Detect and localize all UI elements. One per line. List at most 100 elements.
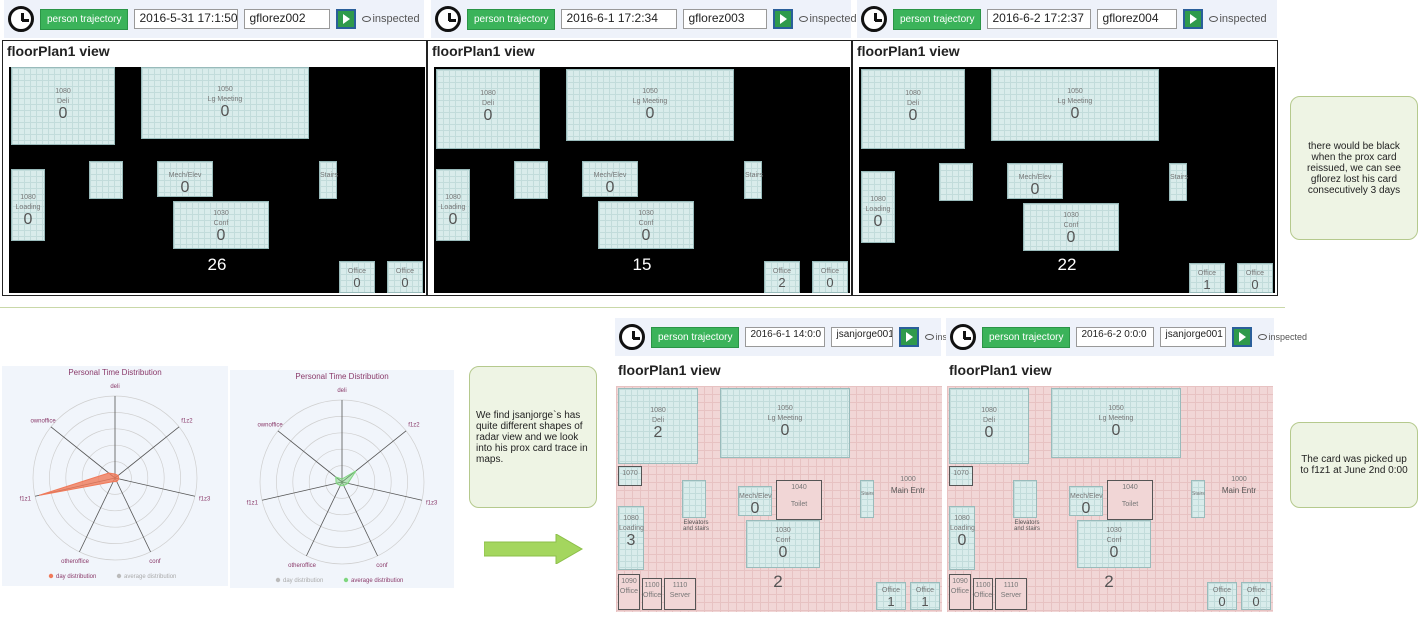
radar-axis xyxy=(277,430,343,483)
legend-label-day[interactable]: day distribution xyxy=(283,578,323,584)
inspected-label: inspected xyxy=(1268,332,1308,342)
room-elevators xyxy=(1013,480,1037,518)
user-field[interactable]: gflorez003 xyxy=(683,9,768,29)
room-elevators xyxy=(939,163,973,201)
inspected-label: inspected xyxy=(372,13,420,25)
room-loading: 1080 Loading 0 xyxy=(949,506,975,570)
room-conf: 1030 Conf 0 xyxy=(598,201,694,249)
room-conf: 1030 Conf 0 xyxy=(1023,203,1119,251)
inspected-toggle[interactable]: inspected xyxy=(799,13,857,25)
legend-label-average[interactable]: average distribution xyxy=(351,578,403,584)
panel-title: floorPlan1 view xyxy=(949,362,1052,378)
clock-icon[interactable] xyxy=(861,6,887,32)
clock-icon[interactable] xyxy=(8,6,34,32)
eye-icon xyxy=(799,16,809,22)
room-lg-meeting: 1050 Lg Meeting 0 xyxy=(991,69,1159,141)
legend-label-day[interactable]: day distribution xyxy=(56,574,96,580)
total-count: 26 xyxy=(207,255,227,274)
room-mech-elev: Mech/Elev 0 xyxy=(1069,486,1103,517)
radar-axis xyxy=(79,477,116,553)
room-office-1090: 1090 Office xyxy=(949,574,971,610)
room-deli: 1080 Deli 0 xyxy=(11,67,115,145)
floor-map: 1080 Deli 0 1050 Lg Meeting 0 1080 Loading 0 M… xyxy=(859,67,1275,293)
radar-axis xyxy=(306,481,343,557)
person-trajectory-button[interactable]: person trajectory xyxy=(982,326,1071,348)
user-field[interactable]: jsanjorge001 xyxy=(1160,327,1227,347)
toolbar-4: person trajectory 2016-6-1 14:0:0 jsanjo… xyxy=(615,318,974,356)
room-mech-elev: Mech/Elev 0 xyxy=(738,486,772,517)
radar-axis-label: conf xyxy=(149,559,161,565)
room-lg-meeting: 1050 Lg Meeting 0 xyxy=(720,388,850,458)
legend-label-average[interactable]: average distribution xyxy=(124,574,176,580)
inspected-toggle[interactable]: inspected xyxy=(1209,13,1267,25)
room-loading: 1080 Loading 0 xyxy=(11,169,45,241)
radar-axis xyxy=(114,477,151,553)
floor-map: 1080 Deli 0 1050 Lg Meeting 0 1080 Loading 0 M… xyxy=(9,67,425,293)
floorplan-panel-3: floorPlan1 view 1080 Deli 0 1050 Lg Meeting… xyxy=(852,40,1278,296)
toolbar-1: person trajectory 2016-5-31 17:1:50 gflo… xyxy=(4,0,424,38)
user-field[interactable]: jsanjorge001 xyxy=(831,327,894,347)
main-entrance-label: Main Entr xyxy=(890,486,926,495)
elevators-label: Elevators and stairs xyxy=(682,520,709,532)
elevators-label: Elevators and stairs xyxy=(1013,520,1040,532)
room-office-b: Office 0 xyxy=(1241,582,1271,610)
room-office-a: Office 0 xyxy=(1207,582,1237,610)
date-field[interactable]: 2016-6-2 17:2:37 xyxy=(987,9,1092,29)
radar-axis-label: conf xyxy=(376,563,388,569)
radar-axis-label: f1z2 xyxy=(408,423,420,429)
room-stairs: Stairs xyxy=(1169,163,1188,201)
inspected-toggle[interactable]: inspected xyxy=(1258,332,1307,342)
person-trajectory-button[interactable]: person trajectory xyxy=(40,8,129,30)
room-office-1100: 1100 Office xyxy=(973,578,993,610)
user-field[interactable]: gflorez002 xyxy=(244,9,331,29)
room-lg-meeting: 1050 Lg Meeting 0 xyxy=(1051,388,1181,458)
user-field[interactable]: gflorez004 xyxy=(1097,9,1178,29)
play-button[interactable] xyxy=(1183,9,1204,29)
room-elevators xyxy=(514,161,548,199)
main-entrance-code: 1000 xyxy=(1231,476,1247,483)
legend-dot-day xyxy=(275,577,281,583)
play-button[interactable] xyxy=(336,9,357,29)
person-trajectory-button[interactable]: person trajectory xyxy=(467,8,556,30)
radar-axis-label: f1z1 xyxy=(20,496,32,502)
legend-dot-average xyxy=(343,577,349,583)
radar-title: Personal Time Distribution xyxy=(295,372,389,381)
total-count: 15 xyxy=(632,255,652,274)
note-bottom: The card was picked up to f1z1 at June 2… xyxy=(1290,422,1418,508)
radar-chart-1: Personal Time Distribution deli f1z2 f1z3 c… xyxy=(2,366,228,586)
room-office-b: Office 0 xyxy=(387,261,423,293)
room-mech-elev: Mech/Elev 0 xyxy=(157,161,213,197)
radar-axis xyxy=(114,477,196,497)
room-1070: 1070 xyxy=(618,466,642,486)
room-mech-elev: Mech/Elev 0 xyxy=(1007,163,1063,199)
radar-series-average xyxy=(335,470,357,487)
play-button[interactable] xyxy=(899,327,920,347)
clock-icon[interactable] xyxy=(950,324,976,350)
room-office-1090: 1090 Office xyxy=(618,574,640,610)
date-field[interactable]: 2016-6-1 17:2:34 xyxy=(561,9,678,29)
floorplan-panel-1: floorPlan1 view 1080 Deli 0 1050 Lg Meeting… xyxy=(2,40,427,296)
inspected-label: inspected xyxy=(1219,13,1267,25)
inspected-toggle[interactable]: inspected xyxy=(362,13,420,25)
room-deli: 1080 Deli 2 xyxy=(618,388,698,464)
date-field[interactable]: 2016-6-1 14:0:0 xyxy=(745,327,826,347)
room-1070: 1070 xyxy=(949,466,973,486)
floorplan-panel-5: floorPlan1 view 1080 Deli 0 1050 Lg Meeting… xyxy=(945,360,1275,613)
clock-icon[interactable] xyxy=(619,324,645,350)
radar-axis xyxy=(341,481,423,501)
toolbar-5: person trajectory 2016-6-2 0:0:0 jsanjor… xyxy=(946,318,1307,356)
room-conf: 1030 Conf 0 xyxy=(1077,520,1151,568)
play-button[interactable] xyxy=(773,9,794,29)
person-trajectory-button[interactable]: person trajectory xyxy=(651,326,740,348)
toolbar-3: person trajectory 2016-6-2 17:2:37 gflor… xyxy=(857,0,1277,38)
clock-icon[interactable] xyxy=(435,6,461,32)
date-field[interactable]: 2016-5-31 17:1:50 xyxy=(134,9,239,29)
radar-axis-label: f1z1 xyxy=(247,500,259,506)
room-office-a: Office 0 xyxy=(339,261,375,293)
date-field[interactable]: 2016-6-2 0:0:0 xyxy=(1076,327,1155,347)
room-conf: 1030 Conf 0 xyxy=(746,520,820,568)
person-trajectory-button[interactable]: person trajectory xyxy=(893,8,982,30)
radar-axis xyxy=(261,481,343,501)
room-conf: 1030 Conf 0 xyxy=(173,201,269,249)
play-button[interactable] xyxy=(1232,327,1253,347)
